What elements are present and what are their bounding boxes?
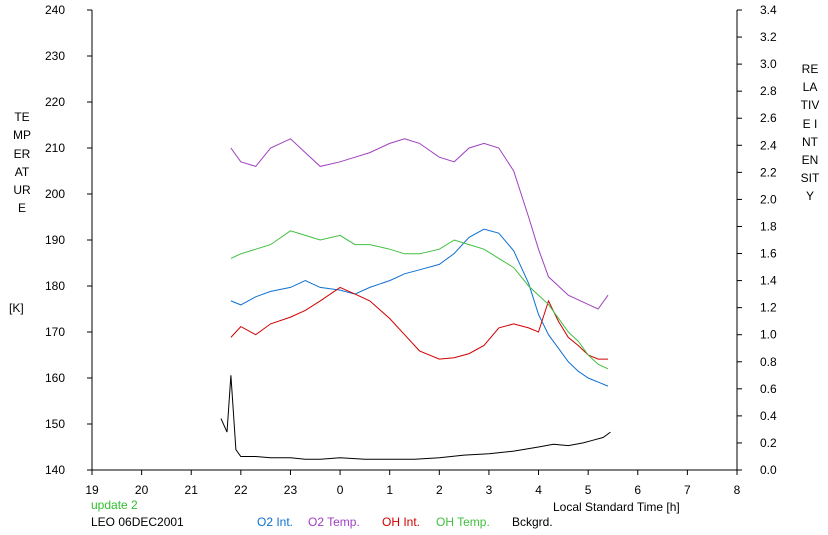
right-axis-label: RELATIVE INTENSITY	[800, 62, 820, 204]
right-tick-label: 0.8	[760, 355, 777, 369]
left-tick-label: 150	[45, 417, 65, 431]
site-date-label: LEO 06DEC2001	[91, 515, 184, 529]
x-tick-label: 2	[436, 483, 443, 497]
left-tick-label: 200	[45, 187, 65, 201]
x-tick-label: 5	[585, 483, 592, 497]
right-tick-label: 0.4	[760, 409, 777, 423]
x-tick-label: 7	[684, 483, 691, 497]
legend-o2-temp: O2 Temp.	[308, 515, 360, 529]
x-tick-label: 21	[185, 483, 199, 497]
left-tick-label: 140	[45, 463, 65, 477]
left-tick-label: 190	[45, 233, 65, 247]
x-tick-label: 6	[634, 483, 641, 497]
series-line-oh-temp	[230, 230, 609, 370]
left-tick-label: 180	[45, 279, 65, 293]
right-tick-label: 1.0	[760, 328, 777, 342]
series-line-oh-int	[230, 286, 608, 360]
right-tick-label: 0.2	[760, 436, 777, 450]
x-tick-label: 4	[535, 483, 542, 497]
left-tick-label: 220	[45, 95, 65, 109]
right-tick-label: 2.8	[760, 84, 777, 98]
x-tick-label: 1	[386, 483, 393, 497]
legend-oh-int: OH Int.	[382, 515, 421, 529]
x-axis-label: Local Standard Time [h]	[553, 500, 680, 514]
x-tick-label: 0	[337, 483, 344, 497]
legend-oh-temp: OH Temp.	[436, 515, 490, 529]
left-axis-unit: [K]	[9, 301, 24, 315]
right-tick-label: 1.8	[760, 219, 777, 233]
left-tick-label: 160	[45, 371, 65, 385]
legend-o2-int: O2 Int.	[257, 515, 294, 529]
right-tick-label: 0.0	[760, 463, 777, 477]
x-tick-label: 8	[734, 483, 741, 497]
right-tick-label: 2.0	[760, 192, 777, 206]
x-tick-label: 22	[234, 483, 248, 497]
left-tick-label: 240	[45, 3, 65, 17]
x-tick-label: 19	[85, 483, 99, 497]
legend-bckgrd: Bckgrd.	[512, 515, 553, 529]
series-layer	[220, 138, 611, 460]
left-axis-ticks: 140 150 160 170 180 190 200 210 220 230 240	[45, 3, 92, 477]
left-tick-label: 170	[45, 325, 65, 339]
left-tick-label: 210	[45, 141, 65, 155]
right-tick-label: 3.4	[760, 3, 777, 17]
right-tick-label: 3.0	[760, 57, 777, 71]
left-axis-label: TEMPERATURE	[13, 110, 31, 216]
right-tick-label: 2.2	[760, 165, 777, 179]
right-tick-label: 2.6	[760, 111, 777, 125]
series-line-o2-int	[230, 228, 609, 387]
x-tick-label: 23	[284, 483, 298, 497]
right-tick-label: 0.6	[760, 382, 777, 396]
left-tick-label: 230	[45, 49, 65, 63]
right-tick-label: 1.4	[760, 274, 777, 288]
x-tick-label: 20	[135, 483, 149, 497]
update-label: update 2	[91, 498, 138, 512]
series-line-bckgrd	[220, 375, 611, 460]
x-axis-ticks: 19 20 21 22 23 0 1 2 3 4 5 6 7 8	[85, 470, 741, 497]
right-tick-label: 3.2	[760, 30, 777, 44]
chart-axes	[91, 10, 738, 471]
x-tick-label: 3	[486, 483, 493, 497]
right-axis-ticks: 0.0 0.2 0.4 0.6 0.8 1.0 1.2 1.4 1.6 1.8 2.0 2.2 2.4 2…	[737, 3, 777, 477]
right-tick-label: 1.6	[760, 247, 777, 261]
right-tick-label: 2.4	[760, 138, 777, 152]
series-line-o2-temp	[230, 138, 609, 310]
right-tick-label: 1.2	[760, 301, 777, 315]
